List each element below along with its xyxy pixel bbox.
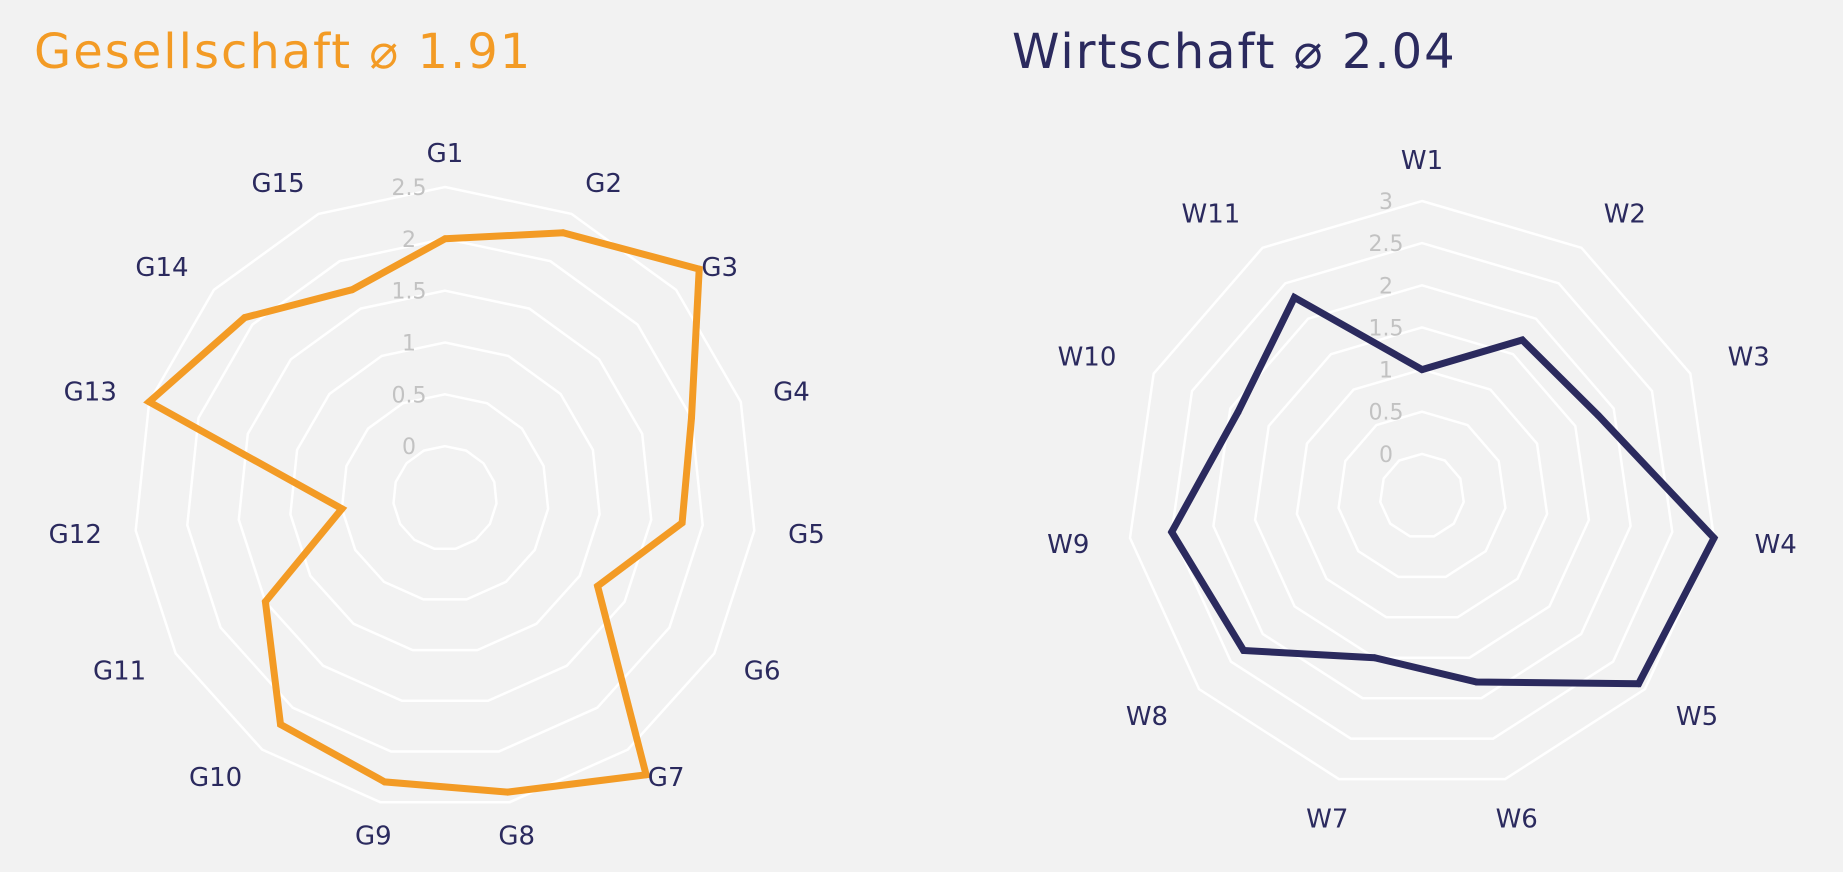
tick-label: 1.5 — [392, 280, 427, 305]
gesellschaft-point-g13 — [145, 398, 153, 406]
axis-label-g7: G7 — [648, 763, 685, 793]
grid-ring — [289, 341, 601, 652]
grid-ring — [186, 237, 704, 753]
axis-label-g14: G14 — [135, 253, 188, 283]
grid-ring — [1295, 368, 1549, 619]
gesellschaft-point-g10 — [277, 720, 284, 728]
axis-label-g9: G9 — [355, 822, 392, 852]
axis-label-w3: W3 — [1728, 342, 1770, 372]
axis-label-w2: W2 — [1604, 199, 1646, 229]
grid-ring — [1212, 283, 1632, 700]
wirtschaft-point-w5 — [1635, 680, 1643, 688]
wirtschaft-point-w2 — [1518, 336, 1526, 344]
axis-label-g6: G6 — [744, 657, 781, 687]
axis-label-w4: W4 — [1755, 530, 1797, 560]
gesellschaft-point-g9 — [381, 778, 389, 786]
tick-label: 1 — [1379, 359, 1393, 384]
tick-label: 2.5 — [392, 176, 427, 201]
tick-label: 2 — [1379, 274, 1393, 299]
axis-label-g3: G3 — [701, 253, 738, 283]
axis-label-w6: W6 — [1496, 804, 1538, 834]
gesellschaft-chart-title: Gesellschaft ⌀ 1.91 — [34, 24, 533, 80]
grid-ring — [1253, 326, 1591, 659]
wirtschaft-radar-chart: 0 0.5 1 1.5 2 2.5 3 W1 W2 W3 W4 W5 W6 W7 W8 W9 W10 W11 — [1047, 146, 1797, 834]
axis-label-g10: G10 — [189, 763, 242, 793]
gesellschaft-point-g8 — [504, 788, 511, 796]
axis-label-w5: W5 — [1676, 702, 1718, 732]
gesellschaft-point-g14 — [241, 314, 249, 322]
grid-ring — [1379, 452, 1465, 538]
tick-label: 3 — [1379, 190, 1393, 215]
axis-label-w10: W10 — [1058, 342, 1117, 372]
wirtschaft-point-w1 — [1418, 366, 1426, 374]
tick-label: 2.5 — [1369, 232, 1404, 257]
tick-label: 1 — [402, 332, 416, 357]
axis-label-w8: W8 — [1126, 702, 1168, 732]
tick-label: 0 — [1379, 443, 1393, 468]
gesellschaft-point-g7 — [642, 771, 650, 779]
axis-label-w1: W1 — [1401, 146, 1443, 176]
axis-label-g5: G5 — [788, 520, 825, 550]
wirtschaft-point-w11 — [1290, 294, 1298, 301]
gesellschaft-series-line — [143, 229, 703, 796]
wirtschaft-chart-title: Wirtschaft ⌀ 2.04 — [1012, 24, 1457, 80]
gesellschaft-point-g1 — [441, 235, 449, 243]
gesellschaft-point-g3 — [695, 265, 703, 273]
gesellschaft-point-g6 — [594, 582, 602, 590]
grid-ring — [237, 289, 653, 703]
axis-label-g15: G15 — [251, 169, 304, 199]
tick-label: 0 — [402, 435, 416, 460]
axis-label-w11: W11 — [1182, 199, 1241, 229]
gesellschaft-point-g4 — [688, 414, 695, 422]
wirtschaft-series-line — [1167, 292, 1719, 688]
grid-ring — [1128, 199, 1716, 781]
grid-ring — [340, 393, 550, 601]
wirtschaft-point-w3 — [1594, 412, 1602, 419]
axis-label-g2: G2 — [585, 169, 622, 199]
grid-ring — [392, 444, 498, 550]
grid-ring — [1170, 241, 1674, 740]
grid-ring — [1337, 410, 1507, 579]
wirtschaft-point-w4 — [1710, 534, 1718, 542]
gesellschaft-point-g15 — [348, 286, 356, 294]
gesellschaft-radar-chart: 0 0.5 1 1.5 2 2.5G1 G2 G3 G4 G5 G6 G7 G8 G9 G10 G11 G12 G… — [49, 139, 825, 852]
axis-label-g4: G4 — [773, 377, 810, 407]
axis-label-g11: G11 — [93, 657, 146, 687]
wirtschaft-point-w9 — [1168, 528, 1176, 536]
tick-label: 0.5 — [392, 383, 427, 408]
axis-label-g1: G1 — [427, 139, 464, 169]
tick-label: 0.5 — [1369, 401, 1404, 426]
axis-label-w7: W7 — [1306, 804, 1348, 834]
wirtschaft-point-w10 — [1234, 408, 1242, 416]
axis-label-g12: G12 — [49, 520, 102, 550]
gesellschaft-point-g11 — [261, 598, 269, 606]
axis-label-g8: G8 — [498, 822, 535, 852]
gesellschaft-point-g2 — [559, 229, 567, 237]
gesellschaft-point-g12 — [338, 505, 346, 513]
gesellschaft-point-g5 — [678, 519, 686, 527]
wirtschaft-point-w6 — [1473, 678, 1481, 686]
axis-label-g13: G13 — [64, 377, 117, 407]
axis-label-w9: W9 — [1047, 530, 1089, 560]
tick-label: 2 — [402, 228, 416, 253]
tick-label: 1.5 — [1369, 316, 1404, 341]
wirtschaft-point-w8 — [1240, 647, 1248, 654]
wirtschaft-point-w7 — [1371, 654, 1378, 662]
grid-ring — [134, 185, 756, 804]
